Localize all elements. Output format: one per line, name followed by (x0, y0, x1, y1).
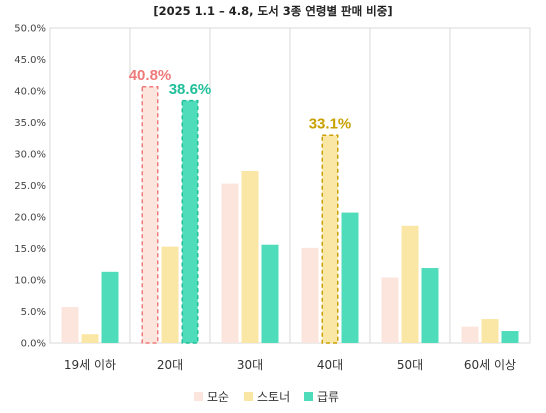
bar-급류-40대 (341, 212, 359, 343)
y-tick-label: 20.0% (14, 213, 46, 224)
y-tick-label: 15.0% (14, 244, 46, 255)
bar-모순-30대 (221, 183, 239, 343)
y-tick-label: 50.0% (14, 24, 46, 35)
x-tick-label: 60세 이상 (464, 358, 516, 372)
y-tick-label: 40.0% (14, 87, 46, 98)
legend-swatch (194, 392, 203, 401)
legend-label: 스토너 (257, 390, 290, 404)
bar-급류-60세 이상 (501, 331, 519, 343)
legend-swatch (244, 392, 253, 401)
bar-급류-20대 (181, 99, 199, 344)
bar-모순-19세 이하 (61, 307, 79, 343)
x-tick-label: 19세 이하 (64, 358, 116, 372)
bar-스토너-19세 이하 (81, 334, 99, 343)
annotations: 40.8%38.6% 33.1% (129, 67, 352, 133)
data-label: 38.6% (169, 81, 212, 98)
x-tick-label: 50대 (397, 358, 423, 372)
legend: 모순 스토너 급류 (194, 390, 339, 404)
bar-모순-40대 (301, 247, 319, 343)
gridlines (49, 27, 531, 344)
bar-급류-19세 이하 (101, 271, 119, 343)
y-tick-label: 30.0% (14, 150, 46, 161)
legend-label: 모순 (207, 390, 229, 404)
bar-스토너-50대 (401, 225, 419, 343)
data-label: 40.8% (129, 67, 172, 84)
x-axis: 19세 이하 20대 30대 40대 50대 60세 이상 (64, 358, 516, 372)
bar-스토너-20대 (161, 246, 179, 343)
bar-스토너-60세 이상 (481, 319, 499, 343)
y-tick-label: 45.0% (14, 55, 46, 66)
y-tick-label: 10.0% (14, 276, 46, 287)
x-tick-label: 20대 (157, 358, 183, 372)
x-tick-label: 30대 (237, 358, 263, 372)
legend-item: 모순 (194, 390, 229, 404)
chart-title: [2025 1.1 – 4.8, 도서 3종 연령별 판매 비중] (153, 4, 392, 18)
y-axis: 0.0% 5.0% 10.0% 15.0% 20.0% 25.0% 30.0% 35.0% 40… (14, 24, 46, 350)
bar-급류-50대 (421, 268, 439, 343)
x-tick-label: 40대 (317, 358, 343, 372)
legend-item: 급류 (304, 390, 339, 404)
bar-스토너-40대 (321, 134, 339, 344)
legend-label: 급류 (317, 390, 339, 404)
bar-모순-60세 이상 (461, 326, 479, 343)
bar-모순-50대 (381, 277, 399, 343)
y-tick-label: 35.0% (14, 118, 46, 129)
bar-모순-20대 (141, 85, 159, 344)
bars (61, 85, 519, 344)
bar-급류-30대 (261, 244, 279, 343)
bar-스토너-30대 (241, 171, 259, 343)
legend-item: 스토너 (244, 390, 290, 404)
legend-swatch (304, 392, 313, 401)
data-label: 33.1% (309, 115, 352, 132)
y-tick-label: 5.0% (21, 307, 46, 318)
y-tick-label: 25.0% (14, 181, 46, 192)
y-tick-label: 0.0% (21, 339, 46, 350)
